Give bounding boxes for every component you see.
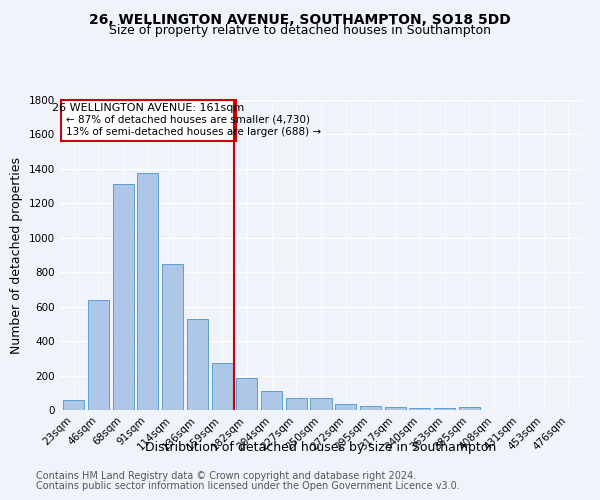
Text: Distribution of detached houses by size in Southampton: Distribution of detached houses by size … bbox=[145, 441, 497, 454]
Text: 26, WELLINGTON AVENUE, SOUTHAMPTON, SO18 5DD: 26, WELLINGTON AVENUE, SOUTHAMPTON, SO18… bbox=[89, 12, 511, 26]
Bar bbox=[63, 400, 84, 410]
Bar bbox=[162, 264, 183, 410]
Text: ← 87% of detached houses are smaller (4,730): ← 87% of detached houses are smaller (4,… bbox=[66, 115, 310, 125]
Bar bbox=[88, 300, 109, 410]
Bar bbox=[261, 392, 282, 410]
Bar bbox=[335, 404, 356, 410]
Bar bbox=[286, 398, 307, 410]
Bar bbox=[113, 184, 134, 410]
Bar bbox=[137, 173, 158, 410]
Bar bbox=[310, 398, 332, 410]
Bar bbox=[385, 407, 406, 410]
Text: Size of property relative to detached houses in Southampton: Size of property relative to detached ho… bbox=[109, 24, 491, 37]
Bar bbox=[459, 408, 480, 410]
Bar bbox=[236, 378, 257, 410]
FancyBboxPatch shape bbox=[61, 100, 236, 141]
Text: 13% of semi-detached houses are larger (688) →: 13% of semi-detached houses are larger (… bbox=[66, 127, 322, 137]
Bar bbox=[360, 406, 381, 410]
Bar bbox=[434, 408, 455, 410]
Text: Contains public sector information licensed under the Open Government Licence v3: Contains public sector information licen… bbox=[36, 481, 460, 491]
Y-axis label: Number of detached properties: Number of detached properties bbox=[10, 156, 23, 354]
Text: 26 WELLINGTON AVENUE: 161sqm: 26 WELLINGTON AVENUE: 161sqm bbox=[52, 103, 245, 113]
Bar bbox=[212, 362, 233, 410]
Bar bbox=[409, 408, 430, 410]
Bar bbox=[187, 318, 208, 410]
Text: Contains HM Land Registry data © Crown copyright and database right 2024.: Contains HM Land Registry data © Crown c… bbox=[36, 471, 416, 481]
